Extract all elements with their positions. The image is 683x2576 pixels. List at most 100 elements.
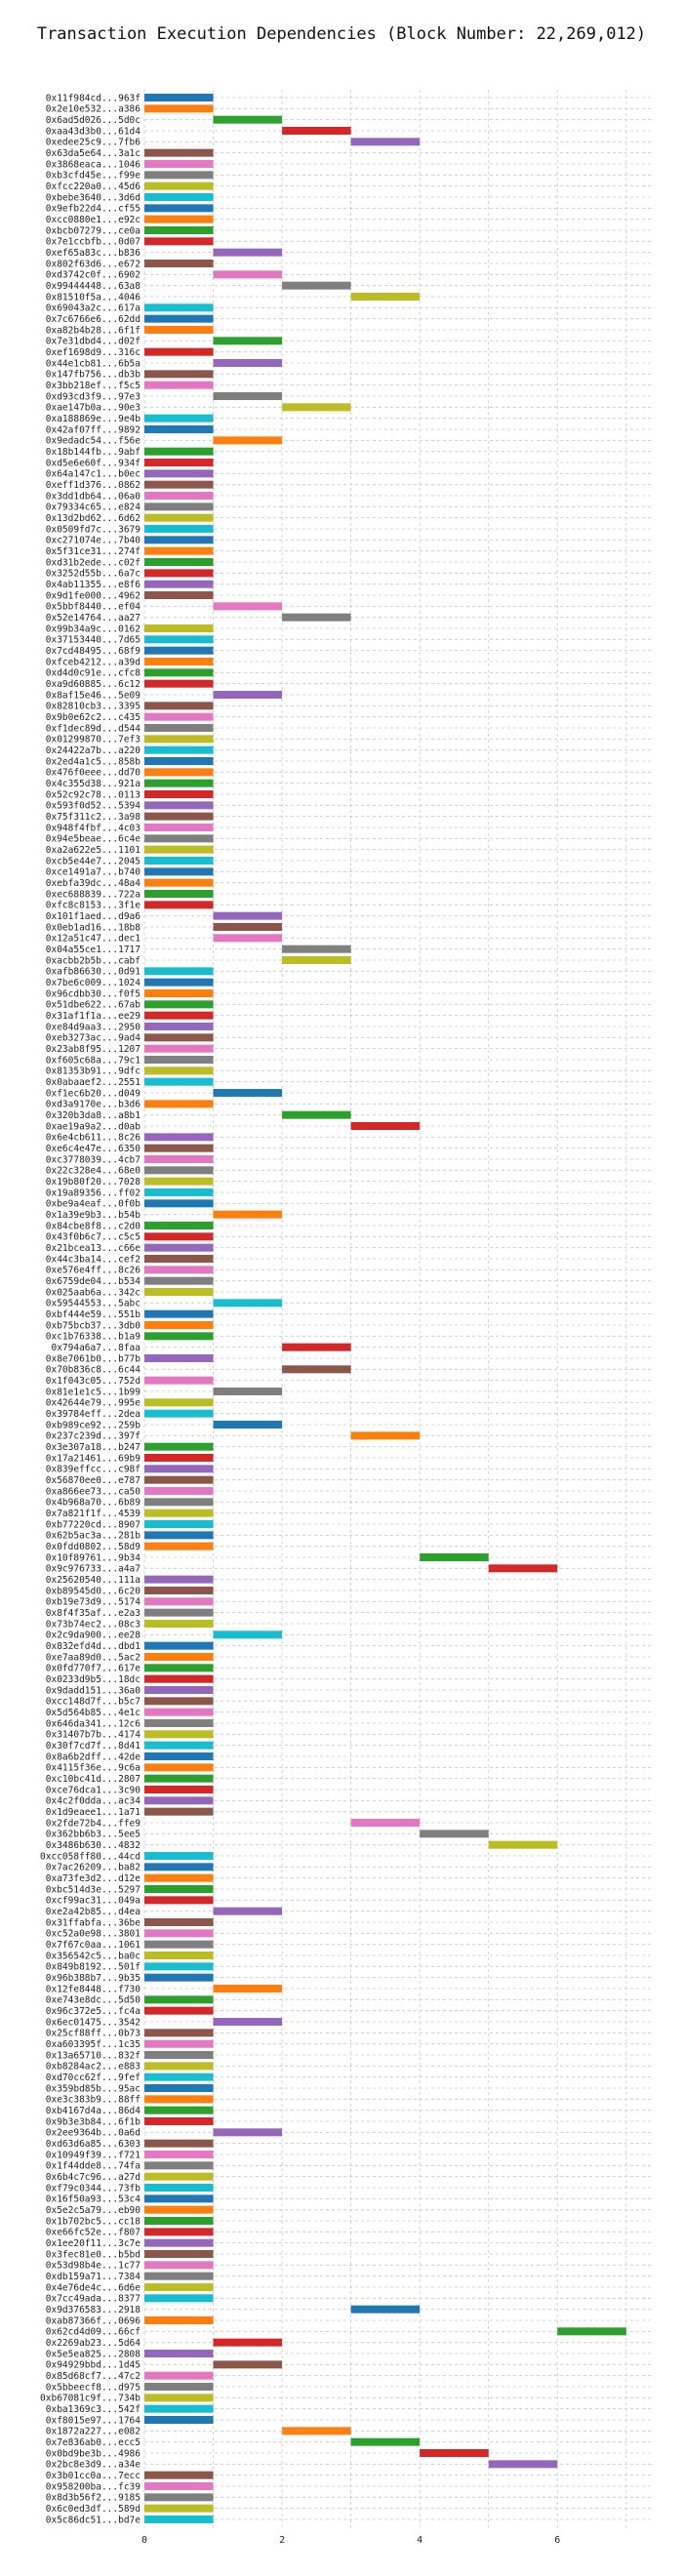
tx-hash-label: 0x75f311c2...3a98 [46,812,141,823]
tx-hash-label: 0xa9d60885...6c12 [46,679,141,690]
dependency-bar [282,1343,351,1351]
x-tick-labels: 0 2 4 6 [141,2535,560,2546]
dependency-bar [144,2029,214,2037]
dependency-bar [488,2460,558,2469]
tx-hash-label: 0xf8015e97...1764 [46,2415,141,2426]
tx-hash-label: 0x96c372e5...fc4a [46,2006,141,2017]
tx-hash-label: 0xd3742c0f...6902 [46,270,141,281]
dependency-bar [557,2327,626,2336]
tx-hash-label: 0x9edadc54...f56e [46,436,141,447]
dependency-bar [282,1365,351,1374]
tx-hash-label: 0x13a65710...832f [46,2050,141,2061]
dependency-bar [282,613,351,622]
dependency-bar [282,945,351,953]
tx-hash-label: 0x2c9da900...ee28 [46,1630,141,1641]
dependency-bar [144,878,214,887]
tx-hash-label: 0x7e31dbd4...d02f [46,337,141,347]
dependency-bar [144,801,214,810]
dependency-bar [144,1807,214,1816]
tx-hash-label: 0xbebe3640...3d6d [46,192,141,203]
tx-hash-label: 0x62cd4d09...66cf [46,2327,141,2338]
dependency-bar [144,1409,214,1418]
tx-hash-label: 0xd3a9170e...b3d6 [46,1100,141,1110]
dependency-bar [144,525,214,533]
tx-hash-label: 0xcc0880e1...e92c [46,215,141,225]
tx-hash-label: 0xb4167d4a...86d4 [46,2106,141,2116]
dependency-bar [144,2383,214,2391]
x-tick-label: 4 [417,2535,422,2546]
dependency-bar [144,2006,214,2015]
tx-hash-label: 0x1b702bc5...cc18 [46,2216,141,2227]
dependency-bar [144,978,214,986]
tx-hash-label: 0xf79c0344...73fb [46,2183,141,2194]
dependency-bar [144,1686,214,1694]
tx-hash-label: 0xc10bc41d...2807 [46,1774,141,1785]
tx-hash-label: 0x43f0b6c7...c5c5 [46,1232,141,1243]
tx-hash-label: 0x320b3da8...a8b1 [46,1110,141,1121]
dependency-bar [350,2437,421,2446]
tx-hash-label: 0x42644e79...995e [46,1398,141,1409]
dependency-bar [144,2073,214,2081]
dependency-bar [144,546,214,555]
dependency-bar [144,1620,214,1628]
dependency-bar [144,1000,214,1009]
tx-hash-label: 0x94929bbd...1d45 [46,2360,141,2371]
tx-hash-label: 0x94e5beae...6c4e [46,834,141,845]
dependency-bar [144,724,214,732]
tx-hash-label: 0x7f67c0aa...1061 [46,1940,141,1951]
dependency-bar [144,1255,214,1263]
tx-hash-label: 0x476f0eee...dd70 [46,768,141,779]
tx-hash-label: 0x5c86dc51...bd7e [46,2515,141,2525]
dependency-bar [144,2471,214,2479]
tx-hash-label: 0xacbb2b5b...cabf [46,955,141,966]
dependency-bar [144,1222,214,1229]
tx-hash-label: 0xcc148d7f...b5c7 [46,1697,141,1708]
dependency-bar [144,2095,214,2104]
tx-hash-label: 0x69043a2c...617a [46,303,141,314]
dependency-bar [144,2316,214,2324]
tx-hash-label: 0xb19e73d9...5174 [46,1597,141,1608]
tx-hash-label: 0xce76dca1...3c90 [46,1785,141,1795]
tx-hash-label: 0x0233d9b5...18dc [46,1674,141,1685]
tx-hash-label: 0x9b0e62c2...c435 [46,712,141,723]
tx-hash-label: 0x5f31ce31...274f [46,546,141,557]
dependency-bar [144,1465,214,1473]
tx-hash-label: 0xb67081c9f...734b [40,2394,141,2404]
dependency-bar [144,160,214,168]
dependency-bar [420,1553,489,1561]
dependency-bar [144,812,214,821]
tx-hash-label: 0xd5e6e60f...934f [46,458,141,468]
dependency-bar [144,2205,214,2214]
tx-hash-label: 0xef65a83c...b836 [46,248,141,259]
tx-hash-label: 0x5bbeecf8...d975 [46,2382,141,2393]
dependency-bar [213,1907,283,1915]
dependency-bar [144,1608,214,1617]
tx-hash-label: 0xae19a9a2...d0ab [46,1121,141,1132]
tx-hash-label: 0x3e307a18...b247 [46,1442,141,1453]
dependency-bar [144,237,214,246]
tx-hash-label: 0xa82b4b28...6f1f [46,325,141,336]
tx-hash-label: 0xa2a622e5...1101 [46,845,141,856]
tx-hash-label: 0x82810cb3...3395 [46,702,141,712]
tx-hash-label: 0x5d564b85...4e1c [46,1708,141,1718]
dependency-bar [144,2184,214,2192]
tx-hash-label: 0x11f984cd...963f [46,93,141,103]
tx-hash-label: 0x1d9eaee1...1a71 [46,1807,141,1818]
tx-hash-label: 0x3fec81e0...b5bd [46,2249,141,2260]
tx-hash-label: 0x948f4fbf...4c03 [46,823,141,833]
tx-hash-label: 0x81353b91...9dfc [46,1067,141,1077]
tx-hash-label: 0x5e5ea825...2808 [46,2349,141,2359]
tx-hash-label: 0x362bb6b3...5ee5 [46,1830,141,1840]
dependency-bar [144,1708,214,1716]
dependency-bar [213,337,283,345]
dependency-bar [144,2106,214,2114]
dependency-bar [144,790,214,798]
tx-hash-label: 0x2ed4a1c5...858b [46,756,141,767]
tx-hash-label: 0x8f4f35af...e2a3 [46,1608,141,1619]
dependency-bar [282,281,351,290]
tx-hash-label: 0x31af1f1a...ee29 [46,1011,141,1022]
dependency-bar [144,2238,214,2247]
tx-hash-label: 0xec688839...722a [46,889,141,900]
dependency-bar [144,1232,214,1241]
dependency-bar [144,1873,214,1882]
